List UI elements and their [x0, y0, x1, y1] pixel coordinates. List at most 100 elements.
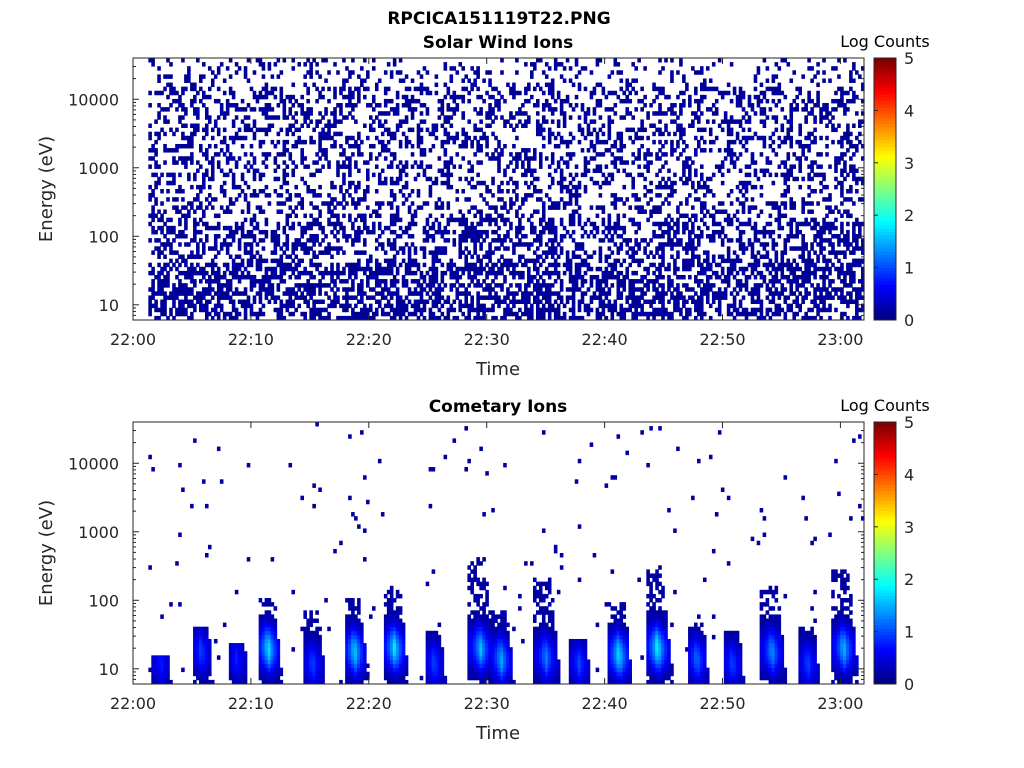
heatmap-cell	[622, 225, 627, 231]
heatmap-cell	[237, 238, 242, 243]
heatmap-cell	[175, 205, 179, 210]
heatmap-cell	[550, 242, 555, 247]
heatmap-cell	[187, 209, 191, 214]
heatmap-cell	[658, 111, 662, 116]
heatmap-cell	[479, 119, 483, 124]
heatmap-cell	[533, 168, 537, 174]
heatmap-cell	[389, 291, 394, 296]
heatmap-cell	[631, 127, 635, 133]
heatmap-cell	[175, 107, 179, 112]
heatmap-cell	[470, 307, 474, 313]
heatmap-cell	[261, 107, 266, 112]
heatmap-cell	[491, 119, 495, 124]
heatmap-cell	[753, 311, 758, 317]
heatmap-cell	[255, 266, 260, 272]
heatmap-cell	[628, 291, 632, 296]
heatmap-cell	[279, 307, 284, 313]
heatmap-cell	[172, 315, 176, 321]
heatmap-cell	[613, 111, 618, 116]
heatmap-cell	[673, 262, 677, 268]
heatmap-cell	[413, 311, 418, 317]
heatmap-cell	[210, 307, 215, 313]
heatmap-cell	[509, 311, 513, 317]
heatmap-cell	[383, 119, 388, 124]
heatmap-cell	[234, 270, 239, 276]
heatmap-cell	[738, 119, 743, 124]
heatmap-cell	[732, 262, 737, 268]
heatmap-cell	[634, 299, 638, 305]
heatmap-cell	[395, 103, 400, 108]
heatmap-cell	[291, 225, 296, 231]
heatmap-cell	[246, 258, 251, 264]
heatmap-cell	[407, 98, 412, 104]
heatmap-cell	[503, 201, 507, 206]
heatmap-cell	[470, 82, 474, 88]
heatmap-cell	[604, 291, 609, 296]
heatmap-cell	[616, 283, 621, 288]
heatmap-cell	[190, 139, 194, 145]
heatmap-cell	[562, 111, 567, 116]
heatmap-cell	[148, 135, 152, 141]
heatmap-cell	[306, 270, 310, 276]
heatmap-cell	[598, 164, 603, 169]
heatmap-cell	[568, 131, 573, 137]
heatmap-cell	[210, 197, 215, 202]
heatmap-cell	[204, 315, 209, 321]
heatmap-cell	[667, 213, 671, 219]
heatmap-cell	[527, 307, 531, 313]
heatmap-cell	[446, 266, 451, 272]
heatmap-cell	[491, 86, 495, 92]
heatmap-cell	[699, 234, 704, 239]
heatmap-cell	[151, 148, 155, 153]
heatmap-cell	[336, 213, 340, 219]
heatmap-cell	[610, 90, 615, 96]
heatmap-cell	[386, 238, 391, 243]
heatmap-cell	[413, 307, 418, 313]
heatmap-cell	[568, 156, 573, 161]
heatmap-cell	[506, 180, 510, 186]
heatmap-cell	[204, 221, 209, 227]
heatmap-cell	[673, 266, 677, 272]
heatmap-cell	[676, 156, 680, 161]
heatmap-cell	[392, 111, 397, 116]
heatmap-cell	[237, 274, 242, 280]
heatmap-cell	[556, 270, 561, 276]
heatmap-cell	[634, 78, 638, 83]
heatmap-cell	[204, 311, 209, 317]
heatmap-cell	[479, 160, 483, 165]
heatmap-cell	[204, 225, 209, 231]
heatmap-cell	[535, 291, 540, 296]
heatmap-cell	[431, 274, 436, 280]
heatmap-cell	[196, 193, 200, 198]
heatmap-cell	[407, 103, 412, 108]
heatmap-cell	[750, 250, 755, 255]
heatmap-cell	[204, 168, 209, 174]
heatmap-cell	[190, 279, 194, 284]
heatmap-cell	[679, 307, 683, 313]
heatmap-cell	[577, 184, 582, 190]
heatmap-cell	[172, 160, 176, 165]
heatmap-cell	[646, 311, 650, 317]
heatmap-cell	[658, 139, 662, 145]
heatmap-cell	[625, 111, 630, 116]
heatmap-cell	[330, 221, 334, 227]
heatmap-cell	[500, 70, 504, 75]
heatmap-cell	[303, 299, 307, 305]
heatmap-cell	[210, 266, 215, 272]
heatmap-cell	[276, 115, 281, 120]
heatmap-cell	[321, 307, 325, 313]
heatmap-cell	[160, 291, 164, 296]
heatmap-cell	[491, 156, 495, 161]
heatmap-cell	[207, 94, 212, 100]
heatmap-cell	[437, 168, 442, 174]
heatmap-cell	[676, 221, 680, 227]
heatmap-cell	[711, 213, 716, 219]
heatmap-cell	[440, 107, 445, 112]
heatmap-cell	[431, 123, 436, 128]
heatmap-cell	[336, 315, 340, 321]
heatmap-cell	[219, 184, 224, 190]
heatmap-cell	[303, 139, 307, 145]
heatmap-cell	[401, 274, 406, 280]
heatmap-cell	[756, 98, 761, 104]
heatmap-cell	[222, 139, 227, 145]
